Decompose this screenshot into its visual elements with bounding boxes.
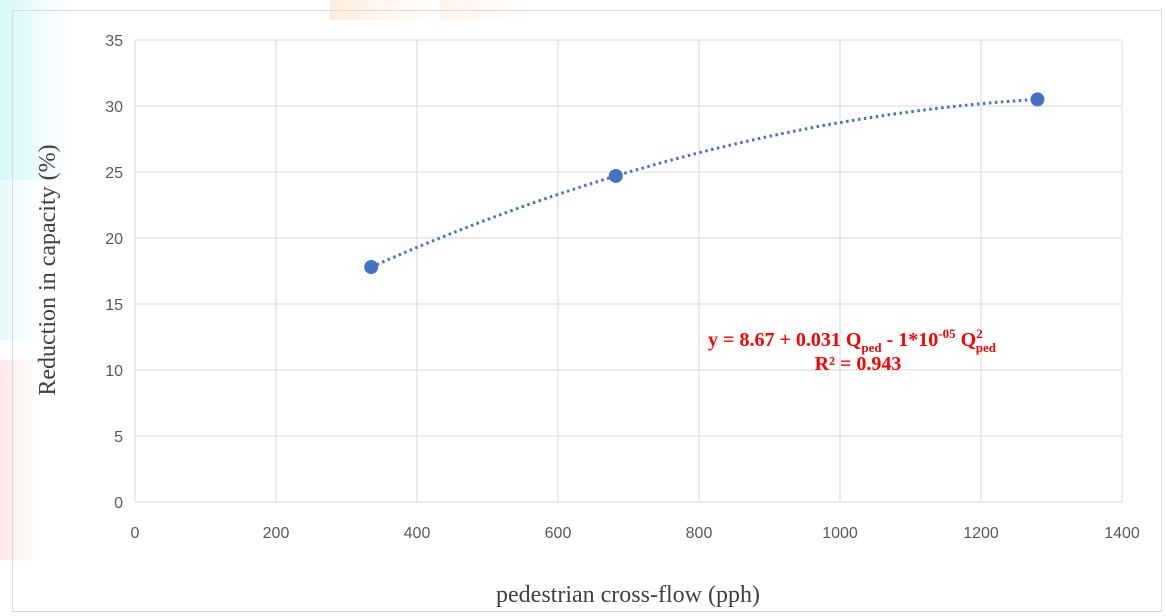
trendline xyxy=(370,97,1038,269)
x-tick-label: 600 xyxy=(545,525,572,542)
trendline-layer xyxy=(370,97,1038,269)
x-tick-label: 1200 xyxy=(963,525,999,542)
trendline-equation: y = 8.67 + 0.031 Qped - 1*10-05 Q2 ped xyxy=(708,326,997,355)
y-tick-label: 20 xyxy=(105,231,123,248)
y-tick-label: 0 xyxy=(114,495,123,512)
y-tick-label: 30 xyxy=(105,99,123,116)
data-point xyxy=(608,168,623,183)
eq-sub-ped-2: ped xyxy=(976,340,997,355)
x-tick-label: 1000 xyxy=(822,525,858,542)
eq-mid: - 1*10 xyxy=(882,329,939,351)
x-axis-title: pedestrian cross-flow (pph) xyxy=(496,582,760,608)
x-tick-label: 800 xyxy=(686,525,713,542)
x-tick-label: 1400 xyxy=(1104,525,1140,542)
x-tick-label: 200 xyxy=(263,525,290,542)
y-tick-label: 10 xyxy=(105,363,123,380)
watermark-cyan-lower xyxy=(0,180,40,340)
y-tick-label: 25 xyxy=(105,165,123,182)
y-tick-label: 15 xyxy=(105,297,123,314)
y-tick-label: 35 xyxy=(105,33,123,50)
data-point xyxy=(1030,92,1045,107)
eq-q: Q xyxy=(956,329,977,351)
r-squared-label: R² = 0.943 xyxy=(815,353,902,375)
x-tick-label: 400 xyxy=(404,525,431,542)
chart-frame xyxy=(12,10,1162,612)
y-tick-label: 5 xyxy=(114,429,123,446)
grid-layer xyxy=(134,39,1123,503)
eq-prefix: y = 8.67 + 0.031 Q xyxy=(708,329,861,351)
eq-sup-2: 2 xyxy=(976,326,983,341)
watermark-cyan xyxy=(0,0,70,180)
data-points xyxy=(364,92,1045,275)
data-point xyxy=(364,260,379,275)
watermark-pink xyxy=(0,360,40,560)
y-axis-title: Reduction in capacity (%) xyxy=(35,144,61,395)
eq-sup-exp: -05 xyxy=(938,326,956,341)
eq-sub-ped-1: ped xyxy=(861,340,882,355)
tick-labels: 0 5 10 15 20 25 30 35 0 200 400 600 800 1000 1200 1400 xyxy=(105,33,1140,542)
x-tick-label: 0 xyxy=(131,525,140,542)
